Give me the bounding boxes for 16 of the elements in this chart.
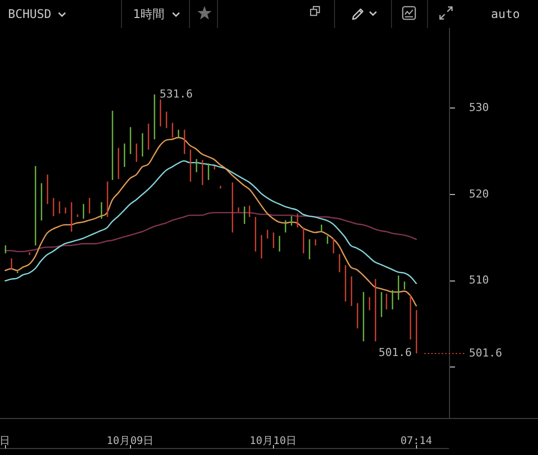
line-series xyxy=(4,136,417,306)
y-tick-label: 530 xyxy=(469,101,489,114)
x-tick-label: 10月10日 xyxy=(250,435,297,448)
line-series xyxy=(4,212,417,252)
annotation: 501.6 xyxy=(378,346,412,360)
chart-subtitle: 1時間 xyxy=(133,6,165,22)
x-tick-label: 10月09日 xyxy=(106,435,154,448)
annotation: 531.6 xyxy=(160,87,193,100)
ref-line-label: 501.6 xyxy=(469,346,502,360)
y-tick-label: 520 xyxy=(469,187,489,200)
chart-title: BCHUSD xyxy=(8,7,52,21)
y-tick-label: 510 xyxy=(469,274,489,287)
line-series xyxy=(4,160,417,284)
text: auto xyxy=(491,7,520,21)
x-tick-label: 日 xyxy=(0,435,11,448)
x-tick-label: 07:14 xyxy=(400,435,432,448)
